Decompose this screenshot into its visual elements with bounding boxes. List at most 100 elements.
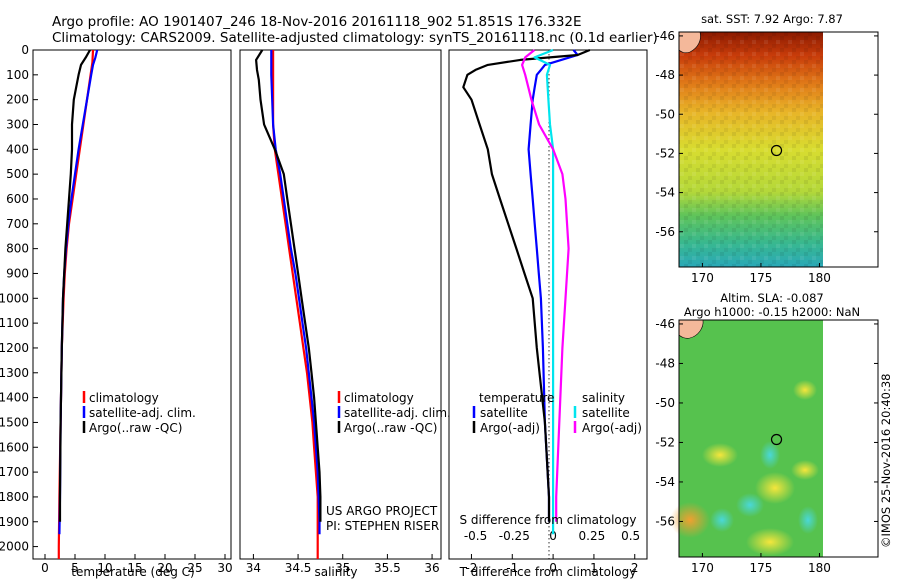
x-tick-label: 35.5 <box>374 561 401 575</box>
difference-panel: -2 -1 0 1 2 -0.5 -0.25 0 0.25 0.5 temperature sa… <box>448 48 648 579</box>
y-tick-label: 1000 <box>0 291 29 305</box>
legend-label-t-argo: Argo(-adj) <box>480 421 540 435</box>
lon-tick-label: 170 <box>691 561 714 575</box>
x-tick-label: 35 <box>335 561 350 575</box>
difference-legend: temperature salinity satellite Argo(-adj… <box>472 391 642 435</box>
salinity-axis: 34 34.5 35 35.5 36 <box>246 554 440 575</box>
sla-anomaly-blobs <box>670 380 819 556</box>
salinity-panel: 34 34.5 35 35.5 36 climatology satellite-adj… <box>239 49 451 579</box>
x-tick-label: 5 <box>71 561 79 575</box>
difference-profiles <box>462 48 591 535</box>
temperature-legend: climatology satellite-adj. clim. Argo(..… <box>82 391 196 435</box>
x-tick-label: 36 <box>424 561 439 575</box>
s-difference-tick-label: 0 <box>549 529 557 543</box>
profile-line-s_argo <box>520 49 570 522</box>
sst-field-texture <box>679 32 823 267</box>
lat-tick-label: -54 <box>655 475 675 489</box>
legend-label-satellite: satellite-adj. clim. <box>344 406 451 420</box>
header-line-1: Argo profile: AO 1901407_246 18-Nov-2016… <box>52 14 582 30</box>
y-tick-label: 1300 <box>0 366 29 380</box>
lat-tick-label: -48 <box>655 68 675 82</box>
temperature-axis-label: temperature (deg C) <box>71 565 194 579</box>
profile-line-argo <box>255 49 322 522</box>
sst-map-axes: -46 -48 -50 -52 -54 -56 170 175 180 <box>655 29 878 285</box>
y-tick-label: 1500 <box>0 415 29 429</box>
sst-map-frame <box>678 31 879 268</box>
temperature-profiles <box>57 49 99 559</box>
lat-tick-label: -56 <box>655 514 675 528</box>
x-tick-label: -1 <box>506 561 518 575</box>
sla-map-axes: -46 -48 -50 -52 -54 -56 170 175 180 <box>655 317 878 575</box>
legend-label-argo: Argo(..raw -QC) <box>89 421 182 435</box>
y-tick-label: 800 <box>6 242 29 256</box>
legend-label-s-satellite: satellite <box>582 406 630 420</box>
y-tick-label: 1600 <box>0 440 29 454</box>
land-patch <box>678 319 704 339</box>
legend-label-argo: Argo(..raw -QC) <box>344 421 437 435</box>
y-tick-label: 0 <box>21 43 29 57</box>
lat-tick-label: -52 <box>655 435 675 449</box>
s-difference-axis-label: S difference from climatology <box>460 513 637 527</box>
profile-line-climatology <box>272 50 319 559</box>
temperature-plot-frame <box>32 49 232 560</box>
profile-line-t_satellite <box>527 49 579 522</box>
profile-line-s_satellite <box>533 48 555 535</box>
x-tick-label: 0 <box>41 561 49 575</box>
y-tick-label: 600 <box>6 192 29 206</box>
x-tick-label: 20 <box>157 561 172 575</box>
x-tick-label: -2 <box>465 561 477 575</box>
legend-header-temperature: temperature <box>479 391 554 405</box>
salinity-profiles <box>255 49 322 559</box>
y-tick-label: 200 <box>6 93 29 107</box>
s-difference-tick-label: -0.25 <box>499 529 530 543</box>
sst-nodata-area <box>823 32 878 267</box>
s-difference-tick-label: 0.25 <box>579 529 606 543</box>
legend-label-climatology: climatology <box>89 391 159 405</box>
x-tick-label: 34 <box>246 561 261 575</box>
profile-line-satellite <box>270 50 321 535</box>
lat-tick-label: -54 <box>655 186 675 200</box>
lon-tick-label: 175 <box>749 561 772 575</box>
x-tick-label: 1 <box>590 561 598 575</box>
lat-tick-label: -50 <box>655 107 675 121</box>
lat-tick-label: -56 <box>655 225 675 239</box>
timestamp: ©IMOS 25-Nov-2016 20:40:38 <box>879 374 893 548</box>
lat-tick-label: -48 <box>655 356 675 370</box>
y-tick-label: 1100 <box>0 316 29 330</box>
difference-plot-frame <box>448 49 648 560</box>
lon-tick-label: 180 <box>808 561 831 575</box>
y-tick-label: 100 <box>6 68 29 82</box>
s-difference-axis: -0.5 -0.25 0 0.25 0.5 <box>464 529 640 543</box>
sst-map-title: sat. SST: 7.92 Argo: 7.87 <box>701 12 843 26</box>
lat-tick-label: -50 <box>655 396 675 410</box>
profile-line-argo <box>58 49 91 522</box>
lat-tick-label: -46 <box>655 29 675 43</box>
x-tick-label: 30 <box>217 561 232 575</box>
sla-map-subtitle: Argo h1000: -0.15 h2000: NaN <box>684 305 860 319</box>
lon-tick-label: 180 <box>808 271 831 285</box>
y-tick-label: 700 <box>6 217 29 231</box>
y-tick-label: 2000 <box>0 540 29 554</box>
y-tick-label: 300 <box>6 117 29 131</box>
t-difference-axis-label: T difference from climatology <box>459 565 637 579</box>
profile-line-t_argo <box>462 48 591 522</box>
legend-label-s-argo: Argo(-adj) <box>582 421 642 435</box>
y-tick-label: 1400 <box>0 391 29 405</box>
s-difference-tick-label: 0.5 <box>621 529 640 543</box>
sla-map-frame <box>678 319 879 558</box>
legend-label-t-satellite: satellite <box>480 406 528 420</box>
s-difference-tick-label: -0.5 <box>464 529 487 543</box>
y-tick-label: 1700 <box>0 465 29 479</box>
t-difference-axis: -2 -1 0 1 2 <box>465 554 639 575</box>
legend-label-climatology: climatology <box>344 391 414 405</box>
float-position-marker <box>770 433 783 446</box>
y-tick-label: 400 <box>6 142 29 156</box>
x-tick-label: 0 <box>549 561 557 575</box>
x-tick-label: 25 <box>187 561 202 575</box>
salinity-legend: climatology satellite-adj. clim. Argo(..… <box>337 391 451 435</box>
legend-label-satellite: satellite-adj. clim. <box>89 406 196 420</box>
salinity-axis-label: salinity <box>314 565 357 579</box>
lat-tick-label: -46 <box>655 317 675 331</box>
temperature-axis: 0 5 10 15 20 25 30 <box>41 554 233 575</box>
